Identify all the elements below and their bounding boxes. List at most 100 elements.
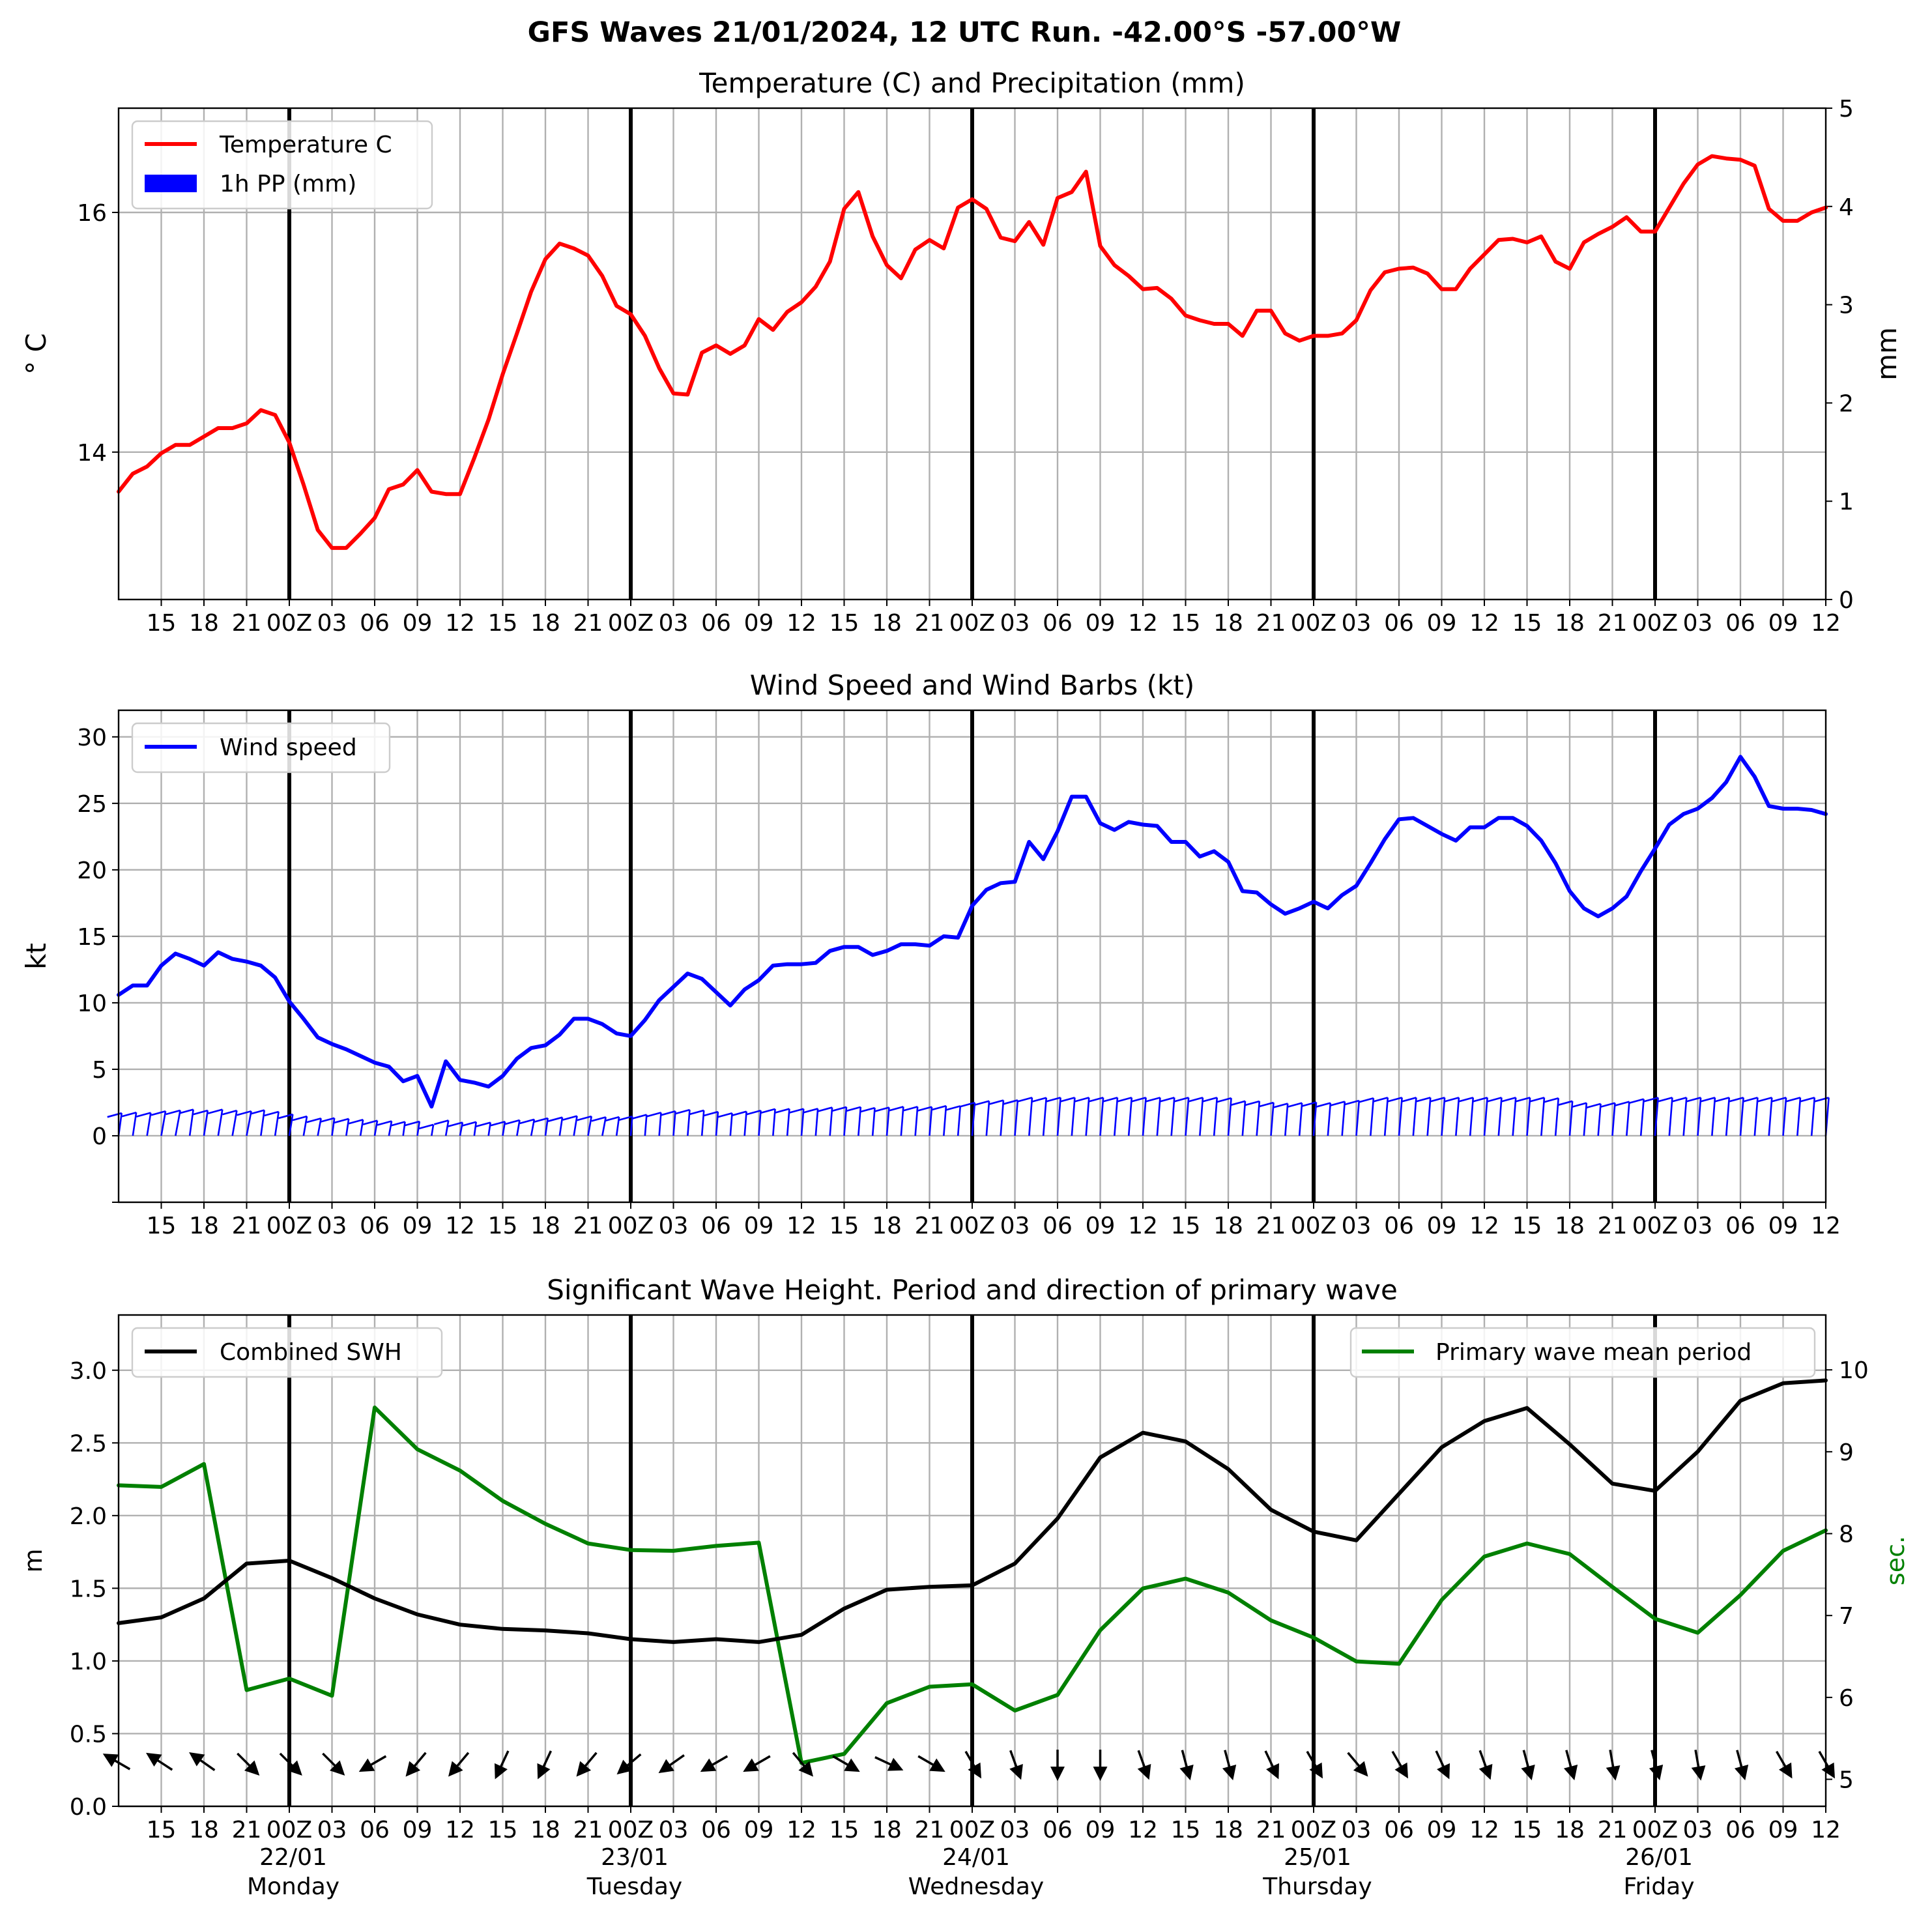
wind-barb-flag xyxy=(222,1109,237,1116)
wind-barb xyxy=(1270,1102,1275,1136)
xtick-label: 21 xyxy=(915,1817,945,1843)
wind-barb-flag xyxy=(1557,1100,1573,1106)
xtick-label: 00Z xyxy=(1632,1213,1678,1239)
wind-barb-flag xyxy=(547,1116,563,1122)
wave-period-line xyxy=(117,1406,1828,1765)
wind-barb xyxy=(1383,1097,1389,1136)
ytick-label: 16 xyxy=(77,200,107,227)
wind-barb-flag xyxy=(945,1105,961,1111)
wind-barb-flag xyxy=(1785,1097,1801,1103)
xtick-label: 12 xyxy=(786,1817,816,1843)
wind-barb-flag xyxy=(960,1101,975,1108)
wave-direction-arrowhead xyxy=(700,1758,717,1772)
xtick-label: 18 xyxy=(872,1817,902,1843)
xtick-label: 09 xyxy=(403,610,433,637)
y-axis-right-label: mm xyxy=(1871,327,1903,381)
ytick-right-label: 3 xyxy=(1839,293,1854,319)
legend-label-swh: Combined SWH xyxy=(220,1339,402,1366)
wind-barb-flag xyxy=(292,1115,308,1121)
xtick-label: 06 xyxy=(1725,1817,1755,1843)
wind-barb-flag xyxy=(1771,1097,1787,1103)
wave-direction-arrowhead xyxy=(537,1763,551,1780)
xtick-label: 03 xyxy=(317,610,347,637)
figure-suptitle: GFS Waves 21/01/2024, 12 UTC Run. -42.00… xyxy=(528,16,1402,49)
xtick-label: 00Z xyxy=(949,1817,995,1843)
wind-barb-flag xyxy=(1743,1097,1758,1103)
wind-barb xyxy=(843,1106,848,1136)
wind-barb-flag xyxy=(803,1108,818,1114)
wind-barb xyxy=(231,1110,238,1136)
wind-barb xyxy=(1256,1101,1261,1136)
wind-barb xyxy=(573,1116,578,1136)
wind-barb-flag xyxy=(1629,1098,1644,1104)
wind-barb-flag xyxy=(1188,1097,1204,1103)
axes-frame xyxy=(117,107,1827,601)
xtick-label: 09 xyxy=(1768,1817,1798,1843)
wind-barb-flag xyxy=(874,1106,889,1112)
wave-direction-arrowhead xyxy=(1137,1763,1151,1780)
xtick-label: 09 xyxy=(1086,1213,1116,1239)
wave-direction-arrowhead xyxy=(287,1760,302,1776)
wind-barb-flag xyxy=(689,1109,704,1116)
wind-barb-flag xyxy=(788,1108,804,1114)
wind-barb-flag xyxy=(1714,1097,1730,1103)
xtick-label: 03 xyxy=(317,1817,347,1843)
wind-barb-flag xyxy=(902,1106,918,1112)
wave-direction-arrowhead xyxy=(1734,1765,1749,1781)
wave-direction-arrowhead xyxy=(1309,1762,1323,1779)
wind-barb-flag xyxy=(1586,1103,1601,1109)
wind-barb xyxy=(729,1113,733,1136)
wind-barb xyxy=(1483,1097,1488,1136)
y-axis-label: m xyxy=(19,1548,48,1572)
ytick-right-label: 6 xyxy=(1839,1685,1854,1712)
wind-barb-flag xyxy=(448,1121,463,1127)
wind-barb-flag xyxy=(732,1110,747,1116)
xtick-label: 03 xyxy=(1000,1213,1030,1239)
xtick-label: 09 xyxy=(403,1213,433,1239)
xtick-label: 03 xyxy=(1683,610,1713,637)
legend-label-wind: Wind speed xyxy=(220,734,357,761)
xtick-label: 18 xyxy=(530,610,560,637)
wind-barb xyxy=(188,1109,194,1136)
wind-barb-flag xyxy=(1458,1097,1474,1103)
wind-barb xyxy=(1526,1097,1531,1136)
xtick-label: 12 xyxy=(1811,1213,1841,1239)
xtick-label: 12 xyxy=(1469,610,1499,637)
xtick-label: 06 xyxy=(1384,1213,1414,1239)
wind-barb-flag xyxy=(264,1110,279,1117)
wind-barb xyxy=(1540,1097,1546,1136)
panel-title: Temperature (C) and Precipitation (mm) xyxy=(699,67,1245,99)
xtick-label: 21 xyxy=(1598,610,1628,637)
wind-barb-flag xyxy=(1074,1097,1089,1103)
wind-barb-flag xyxy=(1671,1097,1687,1103)
wind-barb-flag xyxy=(121,1111,137,1118)
wind-barb xyxy=(1327,1103,1332,1136)
wind-barb xyxy=(1071,1097,1076,1136)
xtick-label: 06 xyxy=(701,1213,731,1239)
wind-barb xyxy=(1796,1097,1802,1136)
wind-barb xyxy=(1298,1103,1303,1136)
wind-barb-flag xyxy=(817,1106,833,1112)
wind-barb xyxy=(473,1121,478,1136)
panel-title: Wind Speed and Wind Barbs (kt) xyxy=(750,669,1194,701)
xtick-label: 09 xyxy=(744,610,774,637)
wave-direction-arrowhead xyxy=(1266,1763,1280,1780)
wind-barb-flag xyxy=(1544,1097,1559,1103)
wind-barb-flag xyxy=(1800,1097,1815,1103)
xtick-label: 18 xyxy=(1555,610,1585,637)
wind-barb-flag xyxy=(860,1106,875,1113)
wind-barb-flag xyxy=(418,1123,434,1130)
wind-barb-flag xyxy=(461,1121,477,1127)
xtick-label: 00Z xyxy=(267,610,312,637)
ytick-label: 3.0 xyxy=(70,1358,107,1385)
wind-barb xyxy=(1626,1101,1630,1136)
wind-barb xyxy=(1739,1097,1744,1136)
wind-barb-flag xyxy=(306,1118,322,1123)
wave-direction-arrowhead xyxy=(146,1752,162,1767)
xtick-label: 00Z xyxy=(949,610,995,637)
wind-barb-flag xyxy=(1301,1101,1317,1107)
wave-direction-arrowhead xyxy=(1050,1767,1065,1782)
